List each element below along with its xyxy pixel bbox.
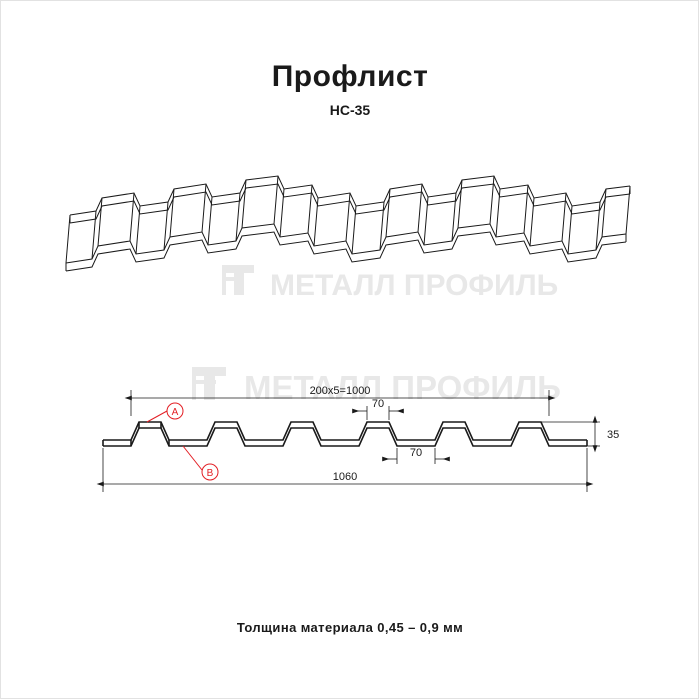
dimension-rib-top-label: 70 [372,398,384,410]
page-title: Профлист [271,60,429,93]
dimension-rib-bottom-label: 70 [410,447,422,459]
profile-section-path [102,421,588,447]
dimension-bottom-overall-label: 1060 [333,471,357,483]
callout-b: B [182,445,219,481]
dimension-height-label: 35 [607,429,619,441]
dimension-rib-bottom [382,448,450,464]
isometric-sheet-illustration [60,175,640,305]
callout-a-label: A [172,407,179,418]
material-thickness-note: Толщина материала 0,45 – 0,9 мм [236,620,464,635]
callout-b-label: B [207,468,214,479]
dimension-bottom-overall [96,448,594,492]
cross-section-drawing: 200х5=1000 70 70 [95,380,625,510]
dimension-top-overall [124,390,556,416]
dimension-rib-top [352,406,404,420]
callout-a: A [146,402,184,423]
dimension-height [541,415,600,453]
dimension-top-overall-label: 200х5=1000 [310,385,371,397]
product-code: НС-35 [329,102,371,118]
